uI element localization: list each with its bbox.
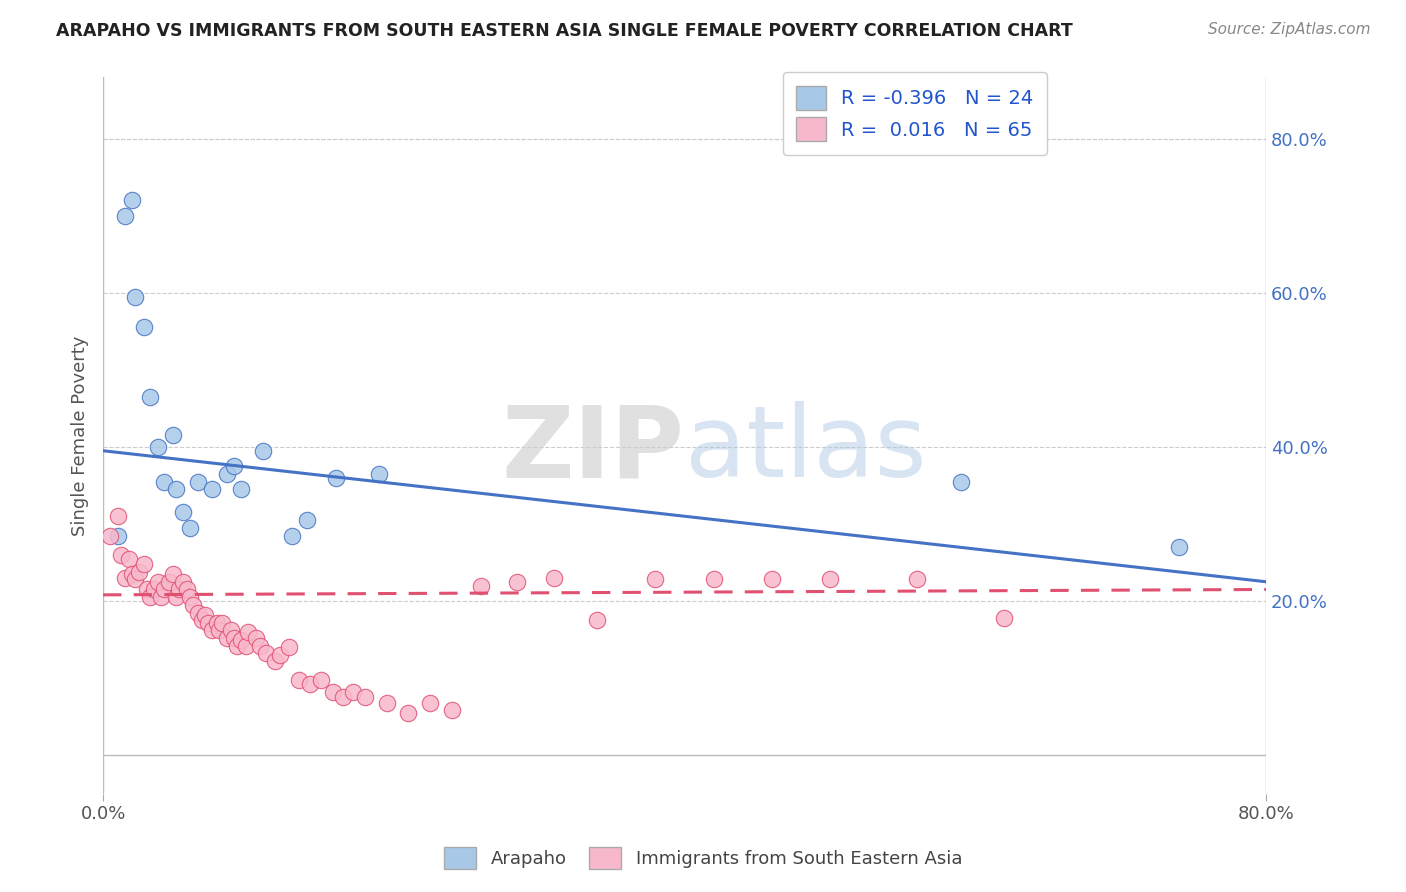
Point	[179, 590, 201, 604]
Point	[167, 582, 190, 597]
Point	[118, 551, 141, 566]
Point	[470, 579, 492, 593]
Point	[368, 467, 391, 481]
Point	[905, 573, 928, 587]
Text: Source: ZipAtlas.com: Source: ZipAtlas.com	[1208, 22, 1371, 37]
Point	[235, 639, 257, 653]
Point	[187, 475, 209, 489]
Point	[201, 483, 224, 497]
Point	[100, 528, 122, 542]
Point	[187, 606, 209, 620]
Point	[993, 611, 1015, 625]
Point	[143, 582, 166, 597]
Y-axis label: Single Female Poverty: Single Female Poverty	[72, 335, 89, 535]
Point	[162, 428, 184, 442]
Point	[238, 624, 260, 639]
Point	[325, 471, 347, 485]
Point	[254, 647, 277, 661]
Legend: R = -0.396   N = 24, R =  0.016   N = 65: R = -0.396 N = 24, R = 0.016 N = 65	[783, 72, 1047, 155]
Point	[197, 615, 219, 630]
Point	[396, 706, 419, 720]
Point	[208, 624, 231, 638]
Text: ARAPAHO VS IMMIGRANTS FROM SOUTH EASTERN ASIA SINGLE FEMALE POVERTY CORRELATION : ARAPAHO VS IMMIGRANTS FROM SOUTH EASTERN…	[56, 22, 1073, 40]
Point	[295, 513, 318, 527]
Point	[138, 390, 160, 404]
Point	[172, 574, 194, 589]
Point	[135, 582, 157, 597]
Point	[249, 639, 271, 653]
Point	[322, 685, 344, 699]
Point	[298, 677, 321, 691]
Point	[269, 648, 291, 662]
Point	[157, 574, 180, 589]
Point	[110, 548, 132, 562]
Point	[191, 613, 214, 627]
Point	[114, 209, 136, 223]
Point	[231, 632, 253, 647]
Point	[179, 521, 201, 535]
Point	[342, 685, 364, 699]
Point	[252, 443, 274, 458]
Point	[1167, 540, 1189, 554]
Point	[148, 574, 170, 589]
Point	[353, 690, 375, 705]
Point	[231, 483, 253, 497]
Point	[128, 565, 150, 579]
Point	[949, 475, 972, 489]
Point	[543, 571, 565, 585]
Point	[114, 571, 136, 585]
Point	[219, 624, 242, 638]
Point	[176, 582, 198, 597]
Point	[281, 528, 304, 542]
Point	[181, 598, 204, 612]
Point	[124, 573, 146, 587]
Text: atlas: atlas	[685, 401, 927, 498]
Point	[215, 467, 238, 481]
Point	[132, 320, 155, 334]
Point	[375, 696, 398, 710]
Point	[121, 194, 143, 208]
Legend: Arapaho, Immigrants from South Eastern Asia: Arapaho, Immigrants from South Eastern A…	[437, 839, 969, 876]
Point	[172, 505, 194, 519]
Point	[124, 290, 146, 304]
Point	[245, 631, 267, 645]
Point	[506, 574, 529, 589]
Point	[153, 475, 176, 489]
Point	[586, 613, 609, 627]
Point	[419, 696, 441, 710]
Point	[201, 624, 224, 638]
Point	[440, 703, 463, 717]
Point	[222, 631, 245, 645]
Point	[644, 573, 666, 587]
Point	[165, 483, 187, 497]
Point	[138, 590, 160, 604]
Point	[818, 573, 841, 587]
Point	[107, 528, 129, 542]
Point	[215, 631, 238, 645]
Point	[761, 573, 783, 587]
Point	[278, 640, 301, 655]
Point	[121, 567, 143, 582]
Point	[132, 557, 155, 571]
Point	[263, 654, 285, 668]
Point	[703, 573, 725, 587]
Point	[162, 567, 184, 582]
Point	[205, 615, 228, 630]
Point	[150, 590, 173, 604]
Point	[107, 509, 129, 524]
Point	[309, 673, 332, 687]
Point	[153, 582, 176, 597]
Point	[165, 590, 187, 604]
Point	[211, 615, 233, 630]
Point	[332, 690, 354, 705]
Point	[194, 607, 217, 622]
Point	[225, 639, 247, 653]
Text: ZIP: ZIP	[502, 401, 685, 498]
Point	[222, 459, 245, 474]
Point	[148, 440, 170, 454]
Point	[288, 673, 311, 687]
